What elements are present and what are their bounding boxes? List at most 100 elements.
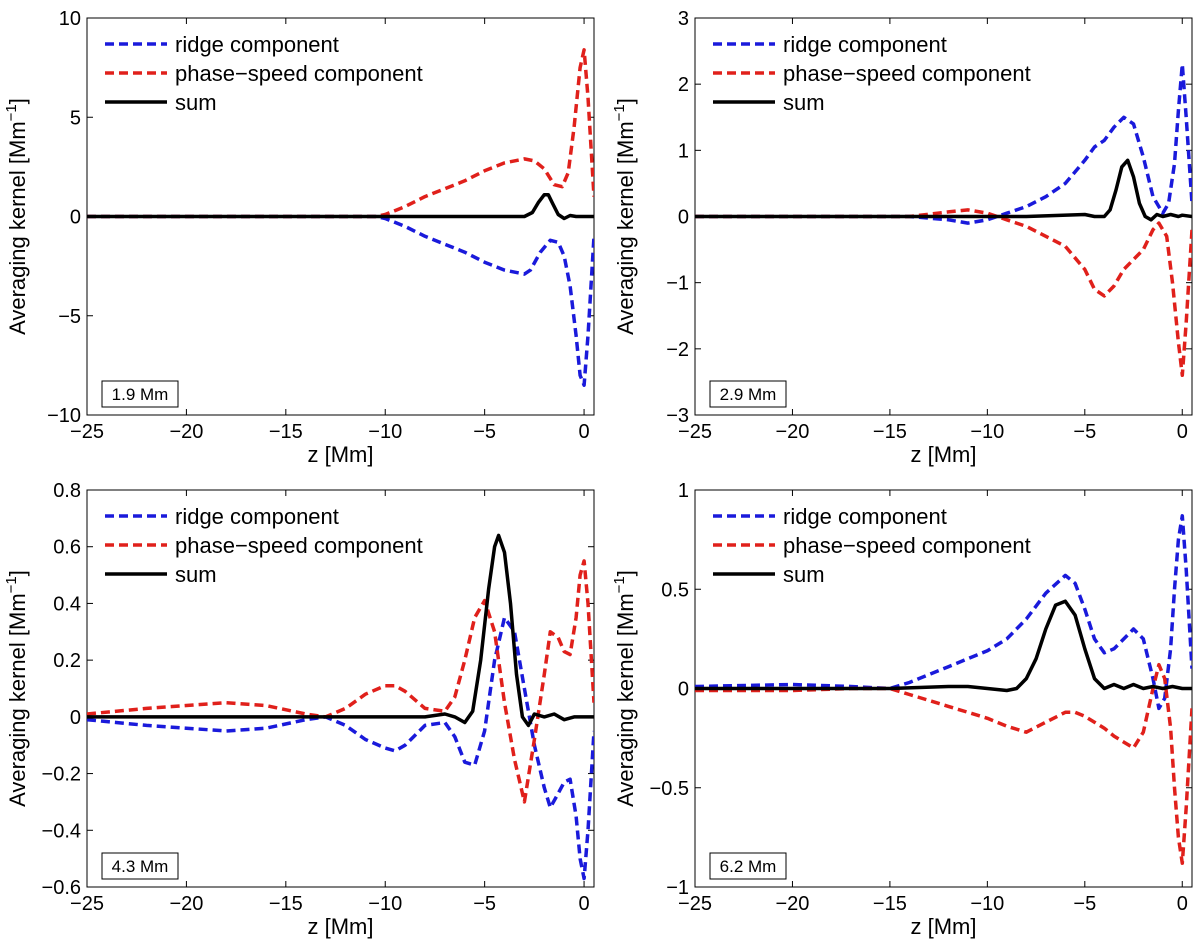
legend-entry: ridge component (175, 504, 339, 529)
legend-entry: ridge component (783, 504, 947, 529)
y-tick-label: 0 (678, 679, 689, 701)
y-tick-label: 1 (678, 480, 689, 502)
series-line-sum (695, 599, 1192, 693)
x-tick-label: 0 (1177, 421, 1188, 443)
y-axis-label: Averaging kernel [Mm−1] (611, 570, 638, 807)
series-line-phase-speed-component (695, 662, 1192, 865)
y-tick-label: 0.8 (53, 480, 81, 502)
panel-label: 6.2 Mm (720, 857, 777, 876)
legend-entry: sum (175, 90, 217, 115)
x-axis-label: z [Mm] (911, 442, 977, 467)
y-axis-label: Averaging kernel [Mm−1] (611, 98, 638, 335)
x-tick-label: 0 (1177, 893, 1188, 915)
x-tick-label: −15 (873, 421, 907, 443)
y-axis-label: Averaging kernel [Mm−1] (3, 98, 30, 335)
x-tick-label: −25 (70, 421, 104, 443)
y-tick-label: 3 (678, 8, 689, 30)
y-axis-label: Averaging kernel [Mm−1] (3, 570, 30, 807)
y-tick-label: 0.6 (53, 537, 81, 559)
x-tick-label: −20 (169, 893, 203, 915)
x-tick-label: 0 (578, 421, 589, 443)
legend-entry: phase−speed component (783, 533, 1031, 558)
panel-label-box (101, 380, 179, 408)
x-tick-label: −15 (269, 893, 303, 915)
y-tick-label: −0.6 (42, 877, 81, 899)
series-line-ridge-component (87, 615, 594, 881)
x-tick-label: −10 (368, 893, 402, 915)
series-group (87, 48, 594, 387)
x-tick-label: −25 (70, 893, 104, 915)
y-tick-label: 0.4 (53, 593, 81, 615)
y-tick-label: 1 (678, 140, 689, 162)
legend: ridge component phase−speed component sum (105, 504, 423, 587)
series-group (695, 62, 1192, 378)
series-line-ridge-component (695, 62, 1192, 225)
series-line-sum (87, 533, 594, 728)
x-tick-label: −5 (1073, 421, 1096, 443)
panel-label: 4.3 Mm (112, 857, 169, 876)
panel-label-box (709, 380, 787, 408)
x-tick-label: −20 (775, 893, 809, 915)
x-tick-label: −25 (678, 421, 712, 443)
y-tick-label: 0 (678, 207, 689, 229)
x-tick-label: 0 (578, 893, 589, 915)
y-tick-label: −10 (47, 405, 81, 427)
chart-panel-1: −25 −20 −15 −10 −5 0 −10 −5 0 5 10 z [Mm] Averaging … (3, 8, 595, 467)
y-tick-label: −2 (666, 339, 689, 361)
legend: ridge component phase−speed component sum (713, 32, 1031, 115)
legend-entry: ridge component (175, 32, 339, 57)
y-tick-label: −5 (58, 306, 81, 328)
series-line-sum (695, 158, 1192, 222)
x-axis-label: z [Mm] (911, 914, 977, 939)
panel-label: 1.9 Mm (112, 385, 169, 404)
y-tick-label: 5 (70, 107, 81, 129)
legend-entry: ridge component (783, 32, 947, 57)
legend: ridge component phase−speed component sum (105, 32, 423, 115)
x-tick-label: −15 (269, 421, 303, 443)
series-group (695, 514, 1192, 865)
series-line-ridge-component (695, 514, 1192, 711)
legend-entry: phase−speed component (175, 61, 423, 86)
legend-entry: phase−speed component (783, 61, 1031, 86)
y-tick-label: −0.5 (650, 778, 689, 800)
legend: ridge component phase−speed component sum (713, 504, 1031, 587)
x-tick-label: −20 (169, 421, 203, 443)
legend-entry: sum (783, 562, 825, 587)
x-tick-label: −10 (970, 421, 1004, 443)
series-group (87, 533, 594, 881)
y-tick-label: 2 (678, 74, 689, 96)
y-tick-label: −1 (666, 273, 689, 295)
y-tick-label: 0.5 (661, 579, 689, 601)
y-tick-label: 0.2 (53, 650, 81, 672)
x-tick-label: −15 (873, 893, 907, 915)
y-tick-label: −0.2 (42, 764, 81, 786)
panel-label-box (101, 852, 179, 880)
x-axis-label: z [Mm] (308, 442, 374, 467)
x-tick-label: −10 (970, 893, 1004, 915)
y-tick-label: 0 (70, 707, 81, 729)
x-tick-label: −5 (473, 893, 496, 915)
series-line-ridge-component (87, 214, 594, 387)
y-tick-label: −3 (666, 405, 689, 427)
y-tick-label: 0 (70, 207, 81, 229)
legend-entry: phase−speed component (175, 533, 423, 558)
y-tick-label: −0.4 (42, 820, 81, 842)
legend-entry: sum (783, 90, 825, 115)
x-tick-label: −5 (473, 421, 496, 443)
chart-panel-3: −25 −20 −15 −10 −5 0 −0.6 −0.4 −0.2 0 0.2 0.4 0.6 0.8… (3, 480, 595, 939)
x-tick-label: −25 (678, 893, 712, 915)
series-line-phase-speed-component (695, 208, 1192, 378)
x-tick-label: −5 (1073, 893, 1096, 915)
series-line-phase-speed-component (87, 559, 594, 804)
x-tick-label: −20 (775, 421, 809, 443)
x-axis-label: z [Mm] (308, 914, 374, 939)
legend-entry: sum (175, 562, 217, 587)
y-tick-label: −1 (666, 877, 689, 899)
x-tick-label: −10 (368, 421, 402, 443)
panel-label-box (709, 852, 787, 880)
panel-label: 2.9 Mm (720, 385, 777, 404)
chart-panel-4: −25 −20 −15 −10 −5 0 −1 −0.5 0 0.5 1 z [Mm] Averagin… (611, 480, 1193, 939)
y-tick-label: 10 (59, 8, 81, 30)
